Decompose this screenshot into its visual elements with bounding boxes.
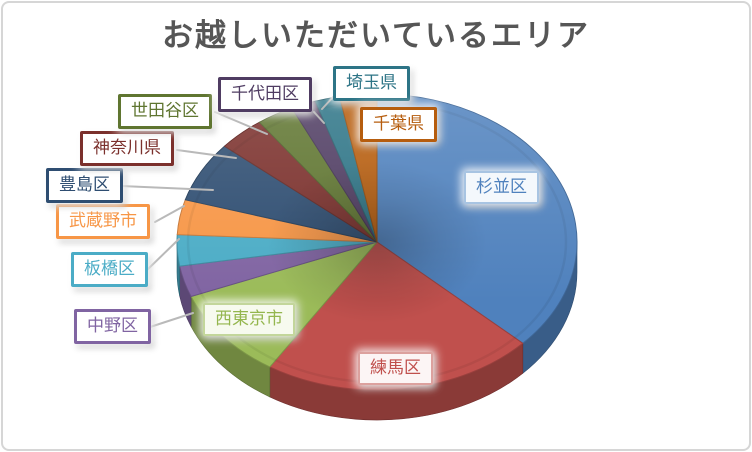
pie-top-sheen: [177, 94, 577, 390]
chart-title: お越しいただいているエリア: [161, 18, 591, 54]
leader-line-nakano-ku: [149, 312, 194, 328]
leader-line-toshima-ku: [121, 185, 214, 191]
leader-line-saitama-ken: [321, 95, 335, 110]
leader-line-musashino-shi: [154, 205, 185, 223]
leader-line-chiyoda-ku: [313, 111, 325, 124]
leader-line-itabashi-ku: [146, 238, 180, 271]
leader-line-setagaya-ku: [214, 111, 268, 135]
leader-line-kanagawa-ken: [176, 149, 237, 159]
